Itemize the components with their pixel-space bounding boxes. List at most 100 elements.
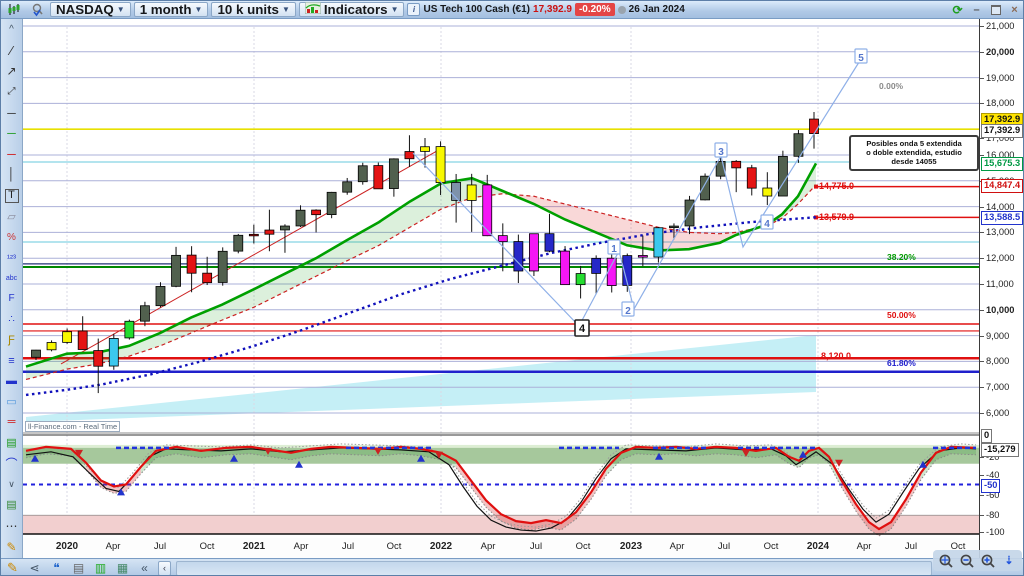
axis-tick: -80 xyxy=(980,509,999,521)
annotation-note[interactable]: Posibles onda 5 extendida o doble extend… xyxy=(849,135,979,171)
back-arrow-button[interactable]: ‹ xyxy=(158,560,171,575)
market-depth-icon[interactable]: ▥ xyxy=(94,561,107,575)
candle xyxy=(544,233,555,252)
candle xyxy=(591,257,602,274)
close-button[interactable]: × xyxy=(1011,3,1018,16)
wave-label: 3 xyxy=(718,147,724,158)
scroll-down-icon[interactable]: ⇣ xyxy=(1004,555,1014,567)
wave-label: 5 xyxy=(858,53,864,64)
chart-windows-icon[interactable]: ▦ xyxy=(116,561,129,575)
candle xyxy=(311,209,321,216)
candle xyxy=(264,229,275,235)
time-axis[interactable]: 2020 Apr Jul Oct 2021 Apr Jul Oct 2022 Apr Jul Oct 2… xyxy=(23,538,979,558)
restore-button[interactable] xyxy=(988,3,1003,16)
indicators-button[interactable]: Indicators ▼ xyxy=(298,1,405,17)
vertical-line-icon[interactable]: │ xyxy=(7,167,16,182)
zoom-fit-icon[interactable] xyxy=(937,552,955,569)
buy-marker xyxy=(117,488,125,496)
horizontal-line-red-icon[interactable]: ─ xyxy=(7,146,16,161)
percent-change-icon[interactable]: % xyxy=(7,231,16,243)
text-tool-icon[interactable]: T xyxy=(4,188,19,203)
wave-label: 1 xyxy=(611,244,617,255)
price-chart[interactable]: 1 2 3 4 5 4 0.00% 38.20% 50.00% 61.80% 14,775.0 13,… xyxy=(23,19,979,538)
lookup-check-icon[interactable] xyxy=(27,1,47,20)
drawing-pencil-icon[interactable]: ✎ xyxy=(7,560,18,575)
indicators-label: Indicators xyxy=(323,2,388,17)
timeframe-selector[interactable]: 1 month ▼ xyxy=(133,2,209,17)
segment-icon[interactable]: ⤢ xyxy=(7,86,16,98)
chat-icon[interactable]: ❝ xyxy=(53,561,60,575)
fibonacci-tool-icon[interactable]: F xyxy=(8,293,15,305)
chevron-down-icon[interactable]: ∨ xyxy=(8,479,15,490)
candle xyxy=(700,175,710,201)
axis-tick: 7,000 xyxy=(980,381,1009,393)
info-icon[interactable]: i xyxy=(407,3,421,16)
axis-tick: 8,000 xyxy=(980,355,1009,367)
rectangle-outline-icon[interactable]: ▭ xyxy=(6,395,17,408)
axis-tick: -100 xyxy=(980,526,1005,538)
candle xyxy=(77,330,88,350)
candle xyxy=(777,155,788,197)
zoom-out-icon[interactable] xyxy=(958,552,976,569)
drawing-pencil-icon[interactable]: ✎ xyxy=(6,539,17,554)
candle xyxy=(233,234,244,252)
drawing-toolbar: ^ ∕ ↗ ⤢ ─ ─ ─ │ T ▱% ¹²³ abc F ∴ Ƒ ≡ ▬ ▭ ═ ▤ ⌒ ∨ ▤ ⋯ ✎ xyxy=(1,19,23,558)
price-axis[interactable]: 21,00020,00019,00018,00017,00016,00015,0… xyxy=(979,19,1023,558)
annotation-line: Posibles onda 5 extendida xyxy=(866,139,962,148)
candle xyxy=(404,151,415,160)
watermark: ll-Finance.com - Real Time xyxy=(25,421,121,432)
candle xyxy=(373,165,384,190)
chevron-up-icon[interactable]: ^ xyxy=(9,24,14,36)
parallel-lines-red-icon[interactable]: ═ xyxy=(7,416,16,429)
ruler-icon[interactable]: ▱ xyxy=(7,210,16,223)
candle xyxy=(388,158,399,189)
arc-icon[interactable]: ⌒ xyxy=(5,457,18,472)
time-label: 2022 xyxy=(429,541,453,552)
elliott-abc-icon[interactable]: abc xyxy=(5,275,18,283)
collapse-chevrons-icon[interactable]: « xyxy=(141,561,148,575)
orders-list-icon[interactable]: ▤ xyxy=(6,498,17,511)
fib-label: 0.00% xyxy=(879,81,904,91)
refresh-icon[interactable]: ⟳ xyxy=(952,2,963,17)
channel-green-icon[interactable]: ▤ xyxy=(6,437,17,450)
horizontal-line-green-icon[interactable]: ─ xyxy=(7,126,16,141)
wave-label-box xyxy=(854,48,868,64)
pattern-points-icon[interactable]: ∴ xyxy=(8,314,15,326)
sell-marker xyxy=(835,459,843,467)
fib-levels-icon[interactable]: ≡ xyxy=(8,354,15,367)
candle xyxy=(46,342,57,351)
arrow-line-icon[interactable]: ↗ xyxy=(6,64,17,79)
candle xyxy=(575,273,586,286)
share-icon[interactable]: ⋖ xyxy=(29,561,40,575)
horizontal-line-icon[interactable]: ─ xyxy=(7,105,16,120)
price-tag: 13,588.5 xyxy=(981,211,1023,225)
cyan-wedge xyxy=(26,335,816,422)
axis-tick: 19,000 xyxy=(980,72,1014,84)
annotation-line: desde 14055 xyxy=(891,157,937,167)
axis-tick: 9,000 xyxy=(980,330,1009,342)
ma-blue-dotted xyxy=(25,216,817,397)
time-label: 2020 xyxy=(55,541,79,552)
candle xyxy=(202,272,213,284)
price-tag: 0 xyxy=(981,429,993,443)
units-selector[interactable]: 10 k units ▼ xyxy=(211,2,296,17)
axis-tick: 17,000 xyxy=(980,132,1014,144)
elliott-numbers-icon[interactable]: ¹²³ xyxy=(7,252,16,263)
fib-retracement-icon[interactable]: Ƒ xyxy=(8,334,15,347)
candle xyxy=(560,250,570,286)
symbol-selector[interactable]: NASDAQ ▼ xyxy=(50,2,131,17)
candle xyxy=(653,227,664,258)
buy-marker xyxy=(230,454,238,462)
candle xyxy=(217,250,228,283)
buy-marker xyxy=(417,454,425,462)
zoom-in-icon[interactable] xyxy=(979,552,997,569)
candle xyxy=(466,184,477,201)
news-icon[interactable]: ▤ xyxy=(72,561,85,575)
trendline-icon[interactable]: ∕ xyxy=(10,43,13,59)
rectangle-filled-icon[interactable]: ▬ xyxy=(6,375,17,388)
more-tools-icon[interactable]: ⋯ xyxy=(5,518,18,533)
price-tag: -50 xyxy=(981,479,1001,493)
axis-tick: 16,000 xyxy=(980,149,1014,161)
zoom-controls: ⇣ xyxy=(933,550,1022,571)
minimize-button[interactable]: – xyxy=(973,3,980,16)
